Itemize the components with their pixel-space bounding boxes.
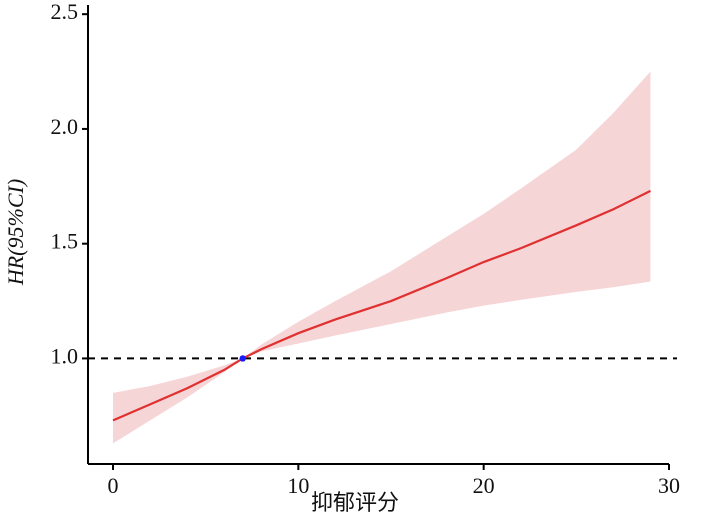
confidence-band xyxy=(113,71,651,444)
x-tick-label: 20 xyxy=(473,473,495,498)
y-tick-label: 1.0 xyxy=(51,343,79,368)
x-axis-label: 抑郁评分 xyxy=(311,490,399,515)
y-tick-label: 2.5 xyxy=(51,0,79,24)
x-tick-label: 10 xyxy=(287,473,309,498)
reference-point xyxy=(239,355,246,362)
x-tick-label: 30 xyxy=(658,473,680,498)
x-tick-label: 0 xyxy=(108,473,119,498)
hr-line xyxy=(112,189,651,422)
y-tick-label: 2.0 xyxy=(51,114,79,139)
y-tick-label: 1.5 xyxy=(51,229,79,254)
y-axis-label: HR(95%CI) xyxy=(3,179,28,286)
